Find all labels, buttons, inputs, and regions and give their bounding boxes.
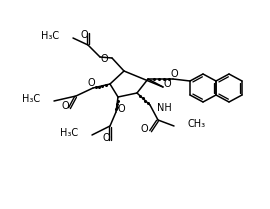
Text: O: O xyxy=(170,69,178,79)
Text: H₃C: H₃C xyxy=(60,128,78,138)
Text: H₃C: H₃C xyxy=(41,31,59,41)
Text: O: O xyxy=(140,124,148,134)
Text: NH: NH xyxy=(157,103,172,113)
Text: O: O xyxy=(117,104,125,114)
Text: O: O xyxy=(163,79,171,89)
Text: O: O xyxy=(102,133,110,143)
Text: O: O xyxy=(87,78,95,88)
Text: O: O xyxy=(100,54,108,64)
Text: O: O xyxy=(80,30,88,40)
Text: H₃C: H₃C xyxy=(22,94,40,104)
Text: CH₃: CH₃ xyxy=(188,119,206,129)
Text: O: O xyxy=(61,101,69,111)
